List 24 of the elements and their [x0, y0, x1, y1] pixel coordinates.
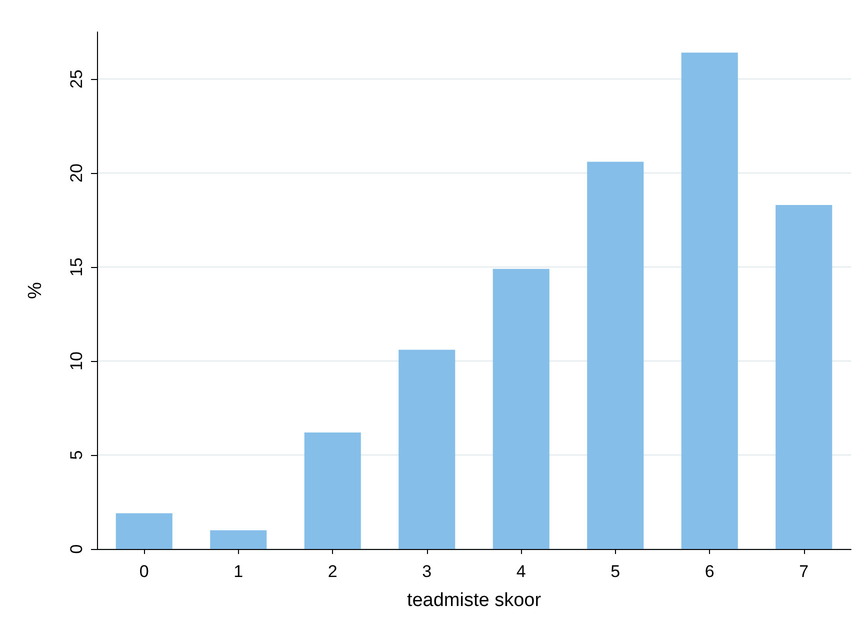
x-tick-label: 0 — [139, 562, 149, 581]
bar — [398, 350, 456, 549]
y-tick-label: 0 — [67, 544, 86, 554]
y-tick-label: 20 — [67, 164, 86, 182]
x-tick-label: 3 — [422, 562, 432, 581]
y-tick-label: 5 — [67, 450, 86, 460]
bar — [210, 530, 267, 549]
bar — [304, 432, 361, 549]
x-tick-label: 1 — [234, 562, 244, 581]
bar — [492, 268, 550, 549]
y-axis-title: % — [25, 282, 46, 299]
bar — [681, 52, 738, 549]
x-tick-label: 6 — [704, 562, 714, 581]
x-tick-label: 4 — [516, 562, 526, 581]
x-tick-label: 7 — [799, 562, 809, 581]
y-tick-label: 25 — [67, 70, 86, 88]
bar — [587, 162, 644, 549]
bar — [116, 513, 172, 549]
bar — [776, 204, 832, 549]
y-tick-label: 10 — [67, 352, 86, 370]
x-tick-label: 2 — [328, 562, 338, 581]
y-tick-label: 15 — [67, 258, 86, 276]
x-axis-title: teadmiste skoor — [406, 590, 542, 611]
x-tick-label: 5 — [610, 562, 620, 581]
